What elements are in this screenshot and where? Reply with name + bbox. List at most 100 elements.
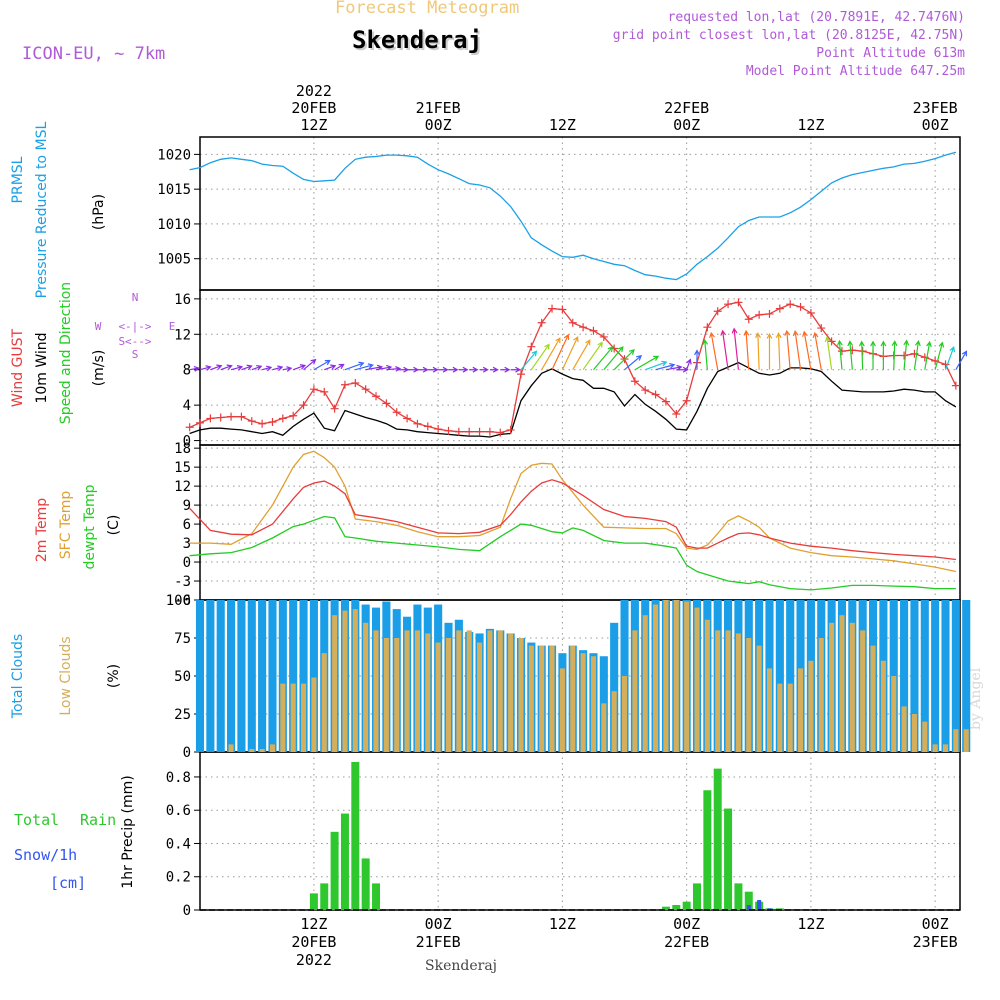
wind-direction-arrow <box>847 340 854 370</box>
wind-direction-arrow <box>792 330 802 370</box>
low-cloud-bar <box>435 642 441 752</box>
wind-direction-arrow <box>676 366 689 373</box>
total-cloud-bar <box>258 600 267 752</box>
rain-bar <box>320 883 329 910</box>
gust-marker <box>247 417 256 426</box>
wind-direction-arrow <box>230 365 244 371</box>
gust-marker <box>237 412 246 421</box>
rain-bar <box>309 893 318 910</box>
temp-unit-label: (C) <box>106 515 122 536</box>
total-cloud-bar <box>931 600 940 752</box>
gust-marker <box>537 318 546 327</box>
cloud-unit-label: (%) <box>106 664 122 688</box>
rain-bar <box>703 790 712 910</box>
wind-direction-arrow <box>272 365 284 372</box>
gust-marker <box>599 332 608 341</box>
low-cloud-bar <box>756 645 762 752</box>
wind-direction-arrow <box>292 364 307 371</box>
low-cloud-bar <box>942 744 949 752</box>
low-cloud-bar <box>704 619 710 752</box>
gust-marker <box>413 419 422 428</box>
compass-e: E <box>169 320 176 333</box>
wind-direction-arrow <box>251 364 263 371</box>
bottom-axis-label: 12Z <box>797 915 824 933</box>
low-cloud-bar <box>373 630 379 752</box>
top-axis-label: 20FEB <box>291 99 336 117</box>
low-cloud-bar <box>528 645 534 752</box>
wind-direction-arrow <box>686 358 692 370</box>
total-cloud-bar <box>610 622 619 752</box>
wind-direction-arrow <box>934 341 945 370</box>
gust-marker <box>661 397 670 406</box>
low-cloud-bar <box>559 668 565 752</box>
gridpoint-coords: grid point closest lon,lat (20.8125E, 42… <box>612 28 965 43</box>
wind-direction-arrow <box>220 364 233 371</box>
wind-direction-arrow <box>655 362 676 371</box>
wind-direction-arrow <box>955 350 968 371</box>
wind-direction-arrow <box>913 339 921 370</box>
gust-marker <box>258 419 267 428</box>
point-altitude: Point Altitude 613m <box>816 46 965 61</box>
model-label: ICON-EU, ~ 7km <box>22 44 166 64</box>
gust-marker <box>372 392 381 401</box>
pressure-ytick-label: 1005 <box>157 252 191 268</box>
low-cloud-bar <box>487 630 493 752</box>
gust-marker <box>423 422 432 431</box>
wind-ytick-label: 16 <box>174 292 191 308</box>
wind-direction-arrow <box>645 360 668 371</box>
rain-bar <box>713 768 722 910</box>
temperature-ytick-label: 15 <box>174 460 191 476</box>
gust-marker <box>289 411 298 420</box>
gust-marker <box>392 408 401 417</box>
top-axis-label: 2022 <box>296 82 332 100</box>
gust-marker <box>724 300 733 309</box>
low-cloud-bar <box>352 609 358 752</box>
bottom-axis-label: 23FEB <box>913 933 958 951</box>
total-cloud-bar <box>195 600 205 752</box>
snow-bar <box>767 908 772 910</box>
wind-direction-arrow <box>551 333 570 370</box>
low-cloud-bar <box>963 729 969 752</box>
low-cloud-bar <box>518 638 524 752</box>
low-cloud-bar <box>290 683 296 752</box>
top-axis-label: 12Z <box>549 116 576 134</box>
wind-direction-arrow <box>303 358 317 371</box>
gust-marker <box>568 318 577 327</box>
gust-marker <box>837 347 846 356</box>
wind-direction-arrow <box>324 364 337 371</box>
low-cloud-bar <box>477 642 483 752</box>
low-cloud-bar <box>570 645 576 752</box>
gust-marker <box>382 399 391 408</box>
gust-marker <box>454 427 463 436</box>
top-axis-label: 12Z <box>797 116 824 134</box>
gust-marker <box>299 401 308 410</box>
clouds-ytick-label: 0 <box>183 745 191 761</box>
rain-bar <box>734 883 743 910</box>
wind-direction-arrow <box>903 339 910 370</box>
t2m-label: 2m Temp <box>34 498 50 562</box>
dewpt-label: dewpt Temp <box>82 484 98 569</box>
compass-s: S <box>132 348 139 361</box>
low-cloud-bar <box>715 630 721 752</box>
rain-label: Rain <box>80 811 116 829</box>
gust-marker <box>744 315 753 324</box>
gust-marker <box>796 302 805 311</box>
low-cloud-bar <box>394 638 400 752</box>
gust-marker <box>703 323 712 332</box>
gust-marker <box>630 377 639 386</box>
wind-unit-label: (m/s) <box>91 350 107 387</box>
temperature-ytick-label: 0 <box>183 555 191 571</box>
gust-marker <box>682 396 691 405</box>
wind-direction-arrow <box>709 331 719 370</box>
top-axis-label: 23FEB <box>913 99 958 117</box>
temperature-ytick-label: -3 <box>174 574 191 590</box>
gust-marker <box>196 418 204 427</box>
rain-bar <box>330 831 339 910</box>
low-cloud-bar <box>445 638 452 752</box>
t2m-line <box>189 479 956 561</box>
wind-ytick-label: 8 <box>183 363 191 379</box>
wind-direction-arrow <box>561 335 579 370</box>
wind-direction-arrow <box>458 366 469 373</box>
low-cloud-bar <box>342 610 348 752</box>
temperature-panel: -6 -3 0 3 6 9 12 15 18 <box>174 441 961 609</box>
